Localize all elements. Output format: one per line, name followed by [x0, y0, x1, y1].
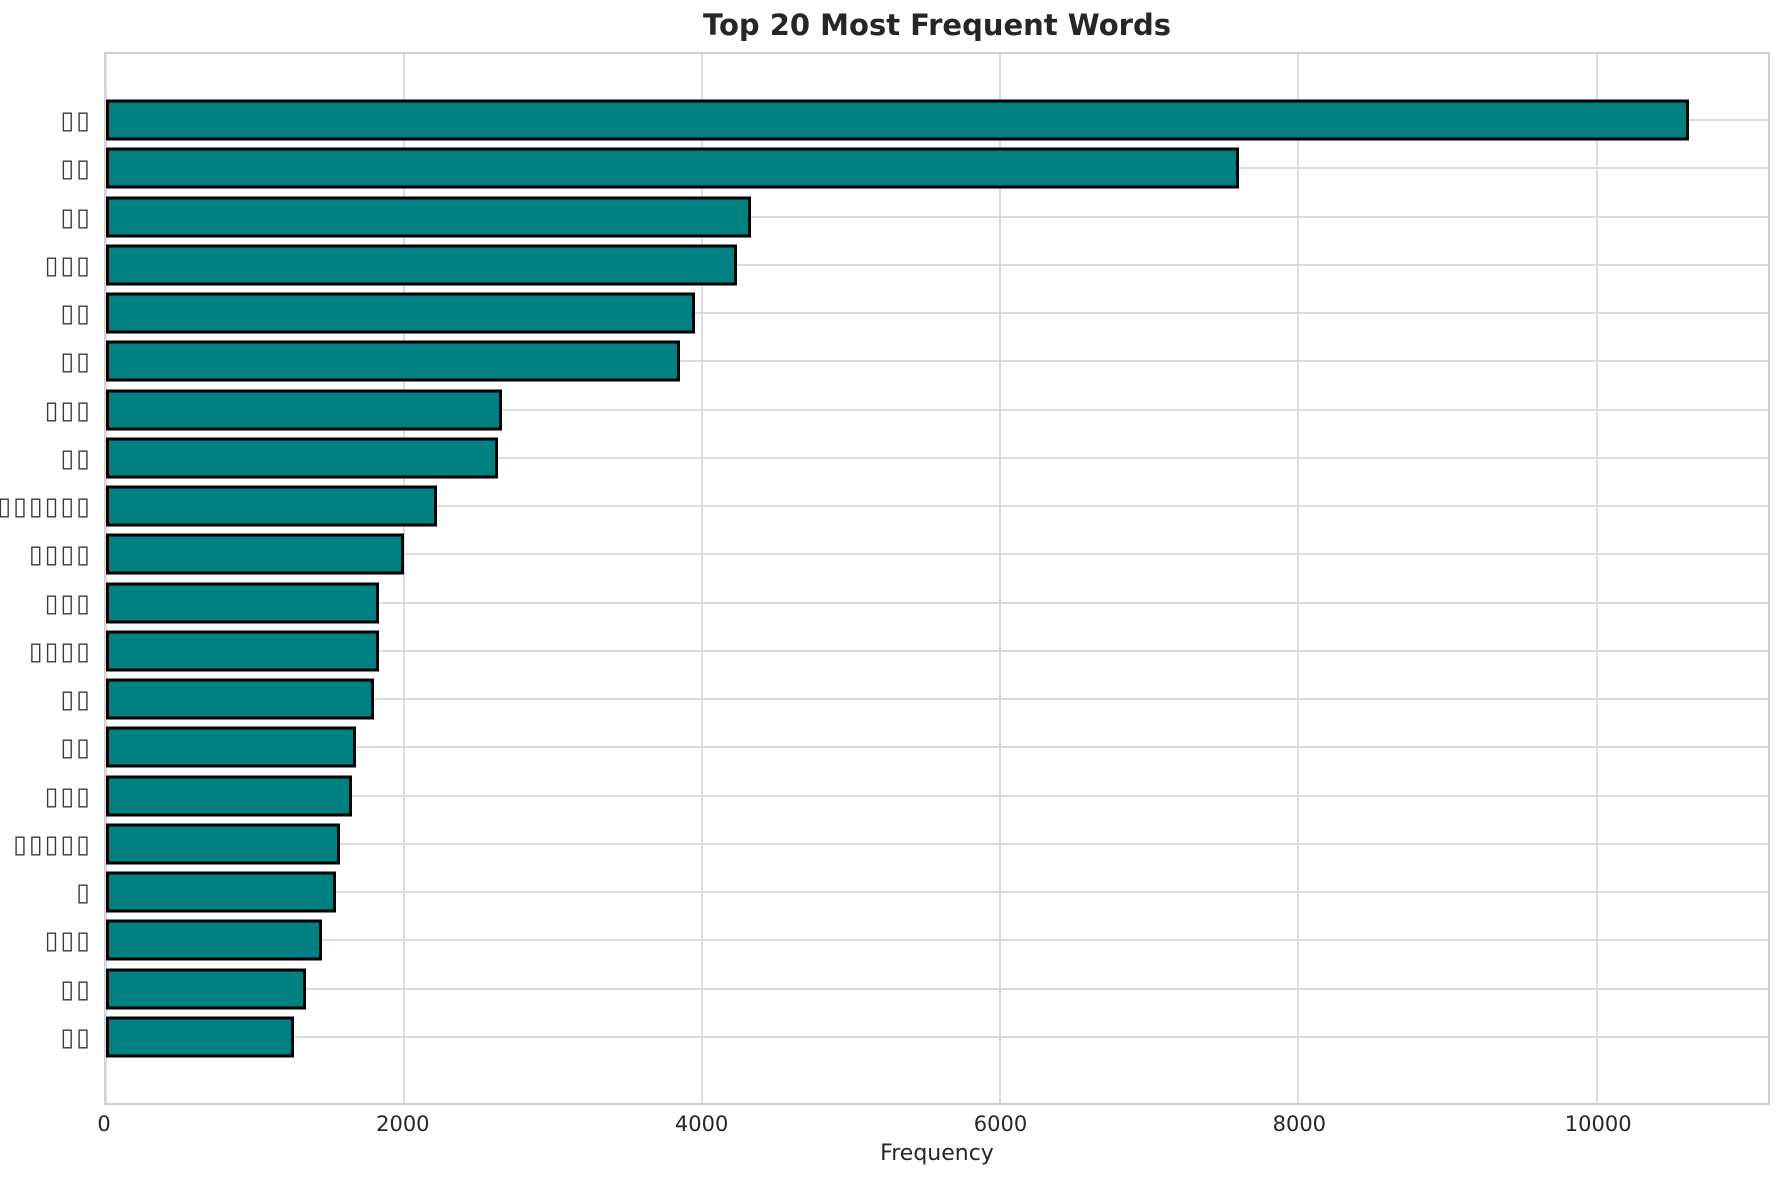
bar	[106, 630, 379, 672]
vertical-gridline	[1595, 54, 1598, 1103]
plot-area: ▯▯ ▯▯ ▯▯ ▯▯▯ ▯▯ ▯▯ ▯▯▯ ▯▯ ▯▯▯▯▯▯ ▯▯▯▯ ▯▯▯ ▯▯▯▯ ▯▯ ▯▯ ▯…	[0, 52, 1770, 1105]
bar-row: ▯▯	[60, 289, 1768, 337]
bar-row: ▯▯▯	[45, 241, 1768, 289]
vertical-gridline	[403, 54, 406, 1103]
bar-row: ▯▯▯▯	[29, 530, 1768, 578]
x-axis-label: Frequency	[880, 1141, 994, 1166]
bar-row: ▯▯▯▯▯▯	[0, 482, 1768, 530]
bar	[106, 244, 737, 286]
x-tick-label: 6000	[973, 1112, 1028, 1136]
y-tick-label: ▯▯	[60, 346, 92, 376]
y-tick-label: ▯▯▯▯▯	[13, 829, 92, 859]
horizontal-gridline	[106, 987, 1768, 990]
y-tick-label: ▯▯	[60, 202, 92, 232]
bar	[106, 389, 503, 431]
bar-row: ▯▯	[60, 965, 1768, 1013]
bar	[106, 485, 437, 527]
horizontal-gridline	[106, 939, 1768, 942]
bar	[106, 533, 405, 575]
bar	[106, 968, 306, 1010]
vertical-gridline	[105, 54, 107, 1103]
bar-row: ▯▯	[60, 193, 1768, 241]
horizontal-gridline	[106, 649, 1768, 652]
bar	[106, 919, 323, 961]
horizontal-gridline	[106, 408, 1768, 411]
y-tick-label: ▯	[76, 877, 92, 907]
vertical-gridline	[1297, 54, 1300, 1103]
y-tick-label: ▯▯	[60, 1022, 92, 1052]
y-tick-label: ▯▯▯▯▯▯	[0, 491, 92, 521]
bar-row: ▯▯	[60, 723, 1768, 771]
bar	[106, 726, 357, 768]
horizontal-gridline	[106, 215, 1768, 218]
y-tick-label: ▯▯▯▯	[28, 636, 92, 666]
bar-row: ▯▯▯▯▯	[13, 820, 1768, 868]
y-tick-label: ▯▯▯	[44, 925, 92, 955]
x-tick-label: 8000	[1272, 1112, 1327, 1136]
chart-title: Top 20 Most Frequent Words	[703, 8, 1171, 42]
bar-row: ▯▯	[60, 96, 1768, 144]
horizontal-gridline	[106, 794, 1768, 797]
y-tick-label: ▯▯	[60, 684, 92, 714]
y-tick-label: ▯▯	[60, 105, 92, 135]
y-tick-label: ▯▯▯	[44, 781, 92, 811]
y-tick-label: ▯▯▯	[44, 395, 92, 425]
y-tick-label: ▯▯▯	[44, 588, 92, 618]
x-axis-ticks: 0 2000 4000 6000 8000 10000	[97, 1112, 1770, 1138]
y-tick-label: ▯▯▯▯	[28, 539, 92, 569]
horizontal-gridline	[106, 456, 1768, 459]
bar-row: ▯▯	[60, 144, 1768, 192]
horizontal-gridline	[106, 553, 1768, 556]
bar-row: ▯▯	[60, 675, 1768, 723]
bar	[106, 775, 352, 817]
bar	[106, 99, 1689, 141]
x-tick-label: 0	[97, 1112, 111, 1136]
horizontal-gridline	[106, 360, 1768, 363]
bar-row: ▯▯▯	[45, 772, 1768, 820]
horizontal-gridline	[106, 601, 1768, 604]
horizontal-gridline	[106, 746, 1768, 749]
bar-row: ▯	[76, 868, 1768, 916]
bar	[106, 582, 379, 624]
y-tick-label: ▯▯▯	[44, 250, 92, 280]
x-tick-label: 2000	[376, 1112, 430, 1136]
bar-row: ▯▯▯▯	[29, 627, 1768, 675]
bar	[106, 823, 341, 865]
horizontal-gridline	[106, 842, 1768, 845]
vertical-gridline	[999, 54, 1002, 1103]
y-tick-label: ▯▯	[60, 443, 92, 473]
horizontal-gridline	[106, 891, 1768, 894]
y-tick-label: ▯▯	[60, 974, 92, 1004]
bar	[106, 1016, 294, 1058]
bar	[106, 437, 499, 479]
bar	[106, 678, 375, 720]
bar	[106, 292, 695, 334]
bar-row: ▯▯	[60, 1013, 1768, 1061]
bar-row: ▯▯▯	[45, 386, 1768, 434]
bar-row: ▯▯▯	[45, 916, 1768, 964]
y-tick-label: ▯▯	[60, 298, 92, 328]
bar-row: ▯▯	[60, 434, 1768, 482]
horizontal-gridline	[106, 505, 1768, 508]
horizontal-gridline	[106, 1035, 1768, 1038]
x-tick-label: 10000	[1564, 1112, 1632, 1136]
bar	[106, 147, 1239, 189]
horizontal-gridline	[106, 698, 1768, 701]
horizontal-gridline	[106, 263, 1768, 266]
bar	[106, 340, 680, 382]
y-tick-label: ▯▯	[60, 153, 92, 183]
x-tick-label: 4000	[674, 1112, 729, 1136]
bar	[106, 871, 336, 913]
vertical-gridline	[701, 54, 704, 1103]
y-tick-label: ▯▯	[60, 732, 92, 762]
bar-row: ▯▯	[60, 337, 1768, 385]
rows: ▯▯ ▯▯ ▯▯ ▯▯▯ ▯▯ ▯▯ ▯▯▯ ▯▯ ▯▯▯▯▯▯ ▯▯▯▯ ▯▯▯ ▯▯▯▯ ▯▯ ▯▯ ▯…	[0, 54, 1768, 1103]
horizontal-gridline	[106, 312, 1768, 315]
gridlines	[105, 54, 1768, 1103]
bar-row: ▯▯▯	[45, 579, 1768, 627]
bar	[106, 196, 752, 238]
